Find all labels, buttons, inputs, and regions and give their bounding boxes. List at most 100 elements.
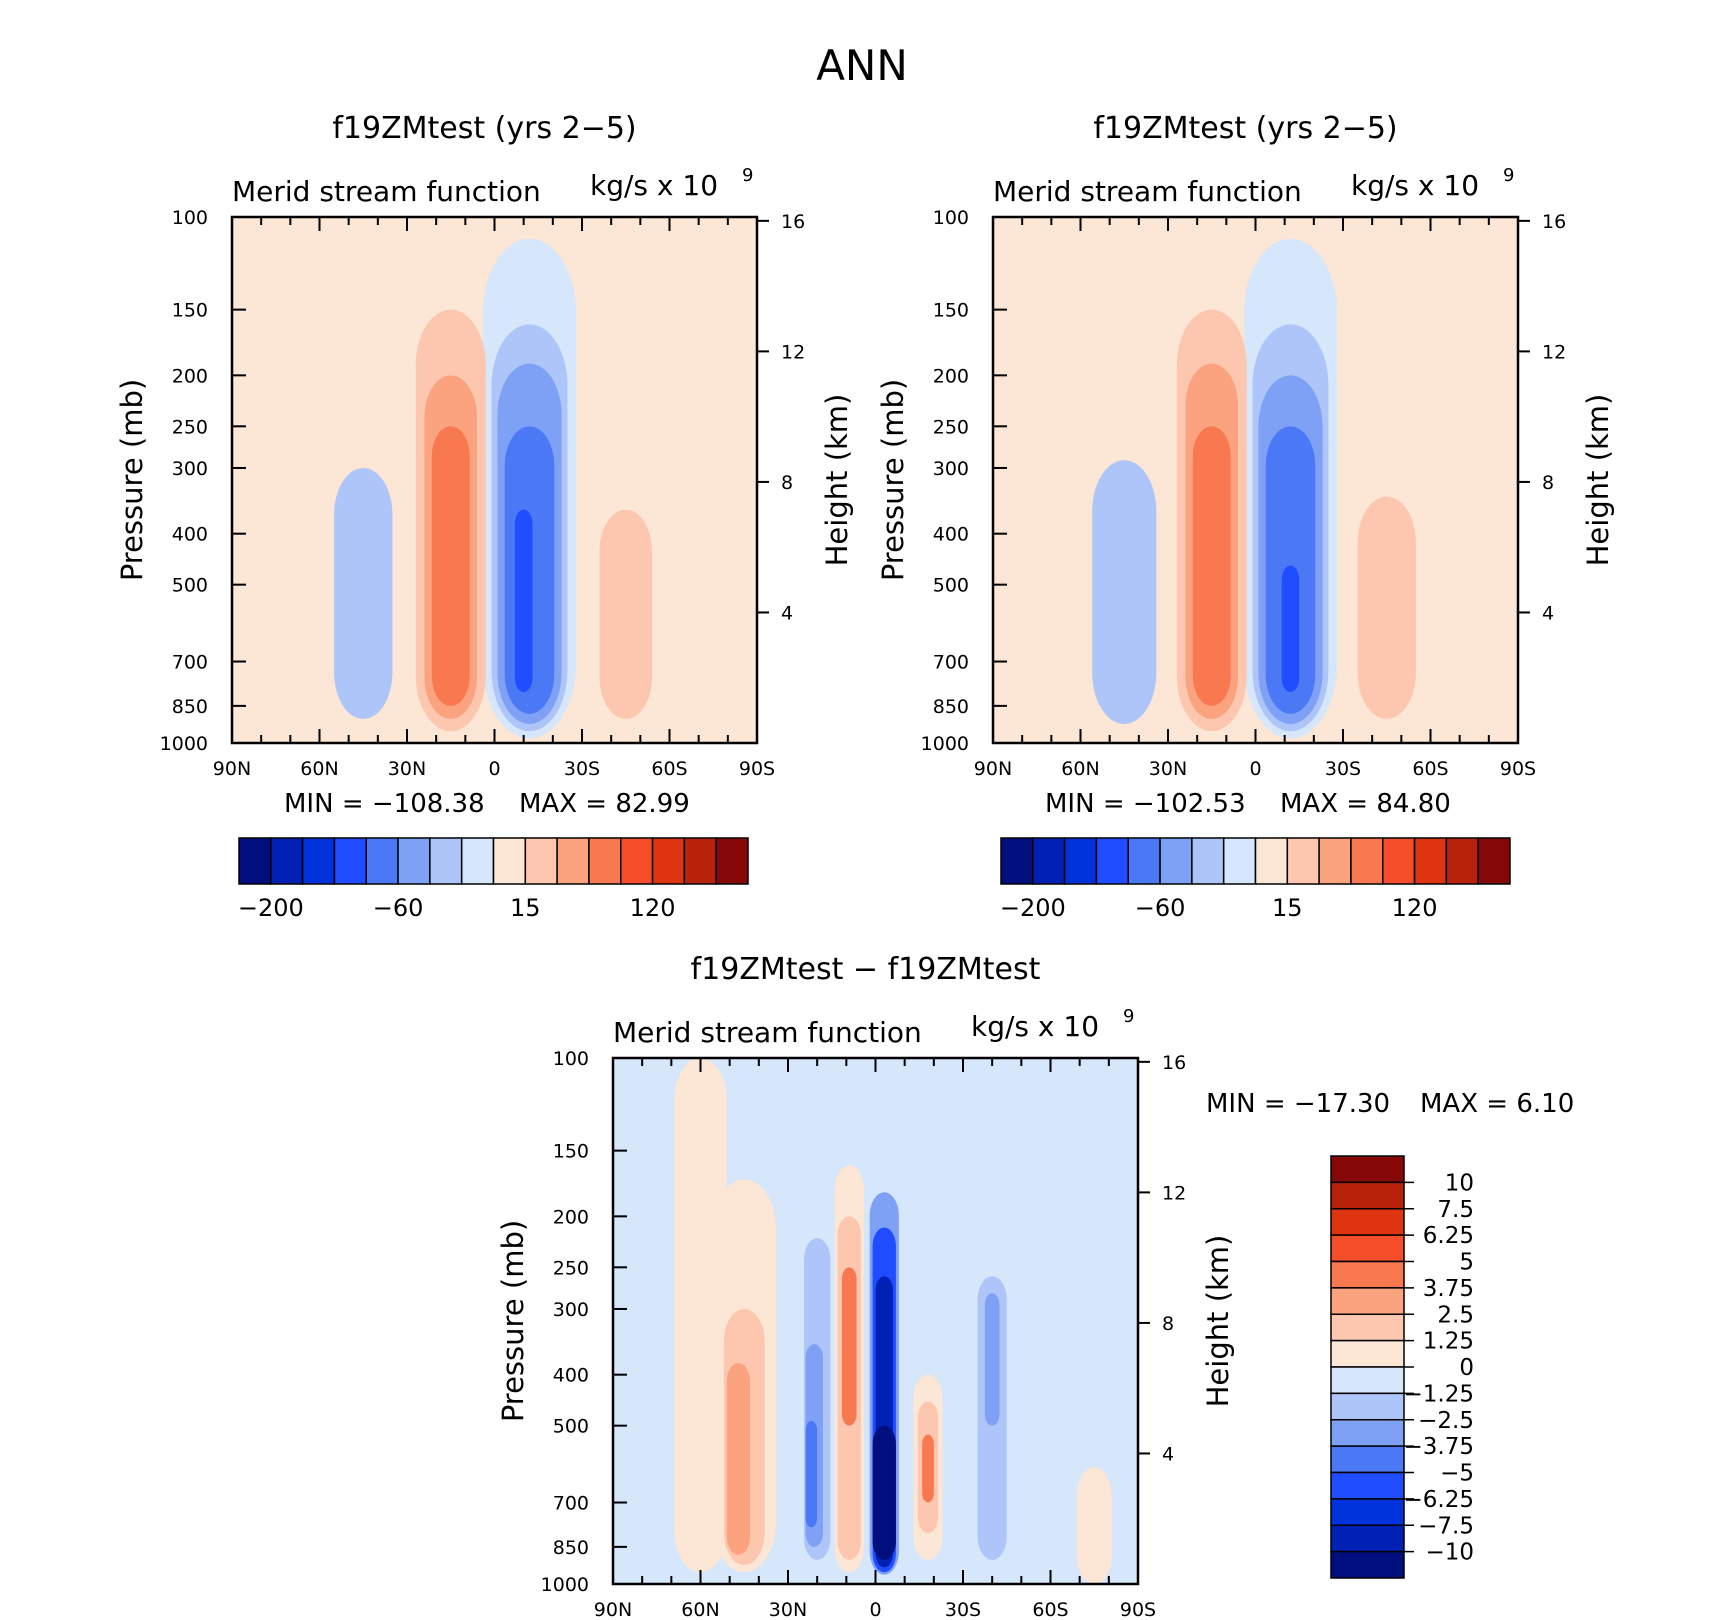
y-tick-label: 300 (553, 1299, 589, 1321)
colorbar-swatch (1350, 837, 1384, 885)
colorbar-swatch (270, 837, 304, 885)
y-tick-label: 150 (933, 300, 969, 322)
colorbar-swatch (1413, 837, 1448, 885)
chart-panel-2: 100150200250300400500700850100016128490N… (876, 111, 1615, 922)
colorbar-swatch (1330, 1392, 1405, 1421)
colorbar-swatch (1330, 1445, 1405, 1474)
colorbar: −200 −60 15 120 (238, 837, 749, 922)
colorbar-swatch (1330, 1524, 1405, 1553)
colorbar-label: 120 (630, 894, 676, 922)
x-tick-label: 90S (1500, 758, 1536, 780)
contour-cell-11 (514, 509, 533, 693)
units-label: kg/s x 10 (971, 1010, 1099, 1043)
colorbar-label: 120 (1392, 894, 1438, 922)
colorbar-label: 15 (510, 894, 541, 922)
y-right-tick-label: 4 (781, 602, 793, 624)
y-axis-label: Pressure (mb) (496, 1220, 530, 1422)
field-label: Merid stream function (232, 175, 541, 208)
colorbar-swatch (1222, 837, 1257, 885)
y-right-tick-label: 16 (1542, 211, 1566, 233)
colorbar-swatch (301, 837, 336, 885)
y-axis-right-label: Height (km) (1201, 1235, 1235, 1408)
units-exponent: 9 (742, 165, 753, 186)
colorbar-swatch (1330, 1234, 1405, 1263)
x-tick-label: 30N (388, 758, 426, 780)
contour-cell-3 (1092, 460, 1157, 724)
colorbar-swatch (1477, 837, 1511, 885)
colorbar-label: 2.5 (1437, 1302, 1474, 1328)
panel-title: f19ZMtest − f19ZMtest (691, 952, 1041, 987)
x-tick-label: 30N (1149, 758, 1187, 780)
colorbar-swatch (1445, 837, 1479, 885)
units-label: kg/s x 10 (1351, 169, 1479, 202)
x-tick-label: 90S (1120, 1599, 1156, 1620)
colorbar-swatch (1330, 1208, 1405, 1236)
y-tick-label: 700 (172, 652, 208, 674)
y-tick-label: 150 (553, 1141, 589, 1163)
y-right-tick-label: 8 (781, 472, 793, 494)
y-tick-label: 400 (553, 1365, 589, 1387)
colorbar-label: 10 (1445, 1170, 1474, 1196)
y-tick-label: 400 (933, 524, 969, 546)
colorbar-label: −1.25 (1404, 1381, 1474, 1407)
colorbar-swatch (460, 837, 495, 885)
y-tick-label: 250 (933, 416, 969, 438)
contour-cell-8 (1076, 1467, 1112, 1584)
x-tick-label: 60N (1061, 758, 1099, 780)
colorbar-swatch (620, 837, 654, 885)
contour-cell-11 (1281, 565, 1300, 693)
colorbar-swatch (1330, 1498, 1405, 1526)
contour-cell-23 (872, 1425, 896, 1560)
colorbar-swatch (429, 837, 463, 885)
colorbar-swatch (1318, 837, 1352, 885)
y-tick-label: 850 (933, 696, 969, 718)
y-right-tick-label: 12 (1162, 1182, 1186, 1204)
y-tick-label: 250 (553, 1257, 589, 1279)
colorbar-label: −5 (1440, 1461, 1474, 1487)
units-label: kg/s x 10 (590, 169, 718, 202)
colorbar: 107.56.2553.752.51.250−1.25−2.5−3.75−5−6… (1330, 1155, 1474, 1579)
x-tick-label: 0 (869, 1599, 881, 1620)
contour-cell-19 (841, 1267, 857, 1426)
x-tick-label: 60S (1032, 1599, 1068, 1620)
x-tick-label: 60S (1412, 758, 1448, 780)
y-tick-label: 200 (553, 1206, 589, 1228)
colorbar-swatch (1330, 1260, 1405, 1289)
x-tick-label: 60N (300, 758, 338, 780)
colorbar-swatch (715, 837, 749, 885)
colorbar-label: 1.25 (1423, 1329, 1474, 1355)
y-tick-label: 1000 (921, 733, 969, 755)
colorbar-swatch (1063, 837, 1098, 885)
field-label: Merid stream function (993, 175, 1302, 208)
x-tick-label: 90N (213, 758, 251, 780)
field-label: Merid stream function (613, 1016, 922, 1049)
colorbar-swatch (1000, 837, 1034, 885)
colorbar-swatch (1254, 837, 1289, 885)
colorbar-swatch (1330, 1181, 1405, 1210)
x-tick-label: 30S (1325, 758, 1361, 780)
colorbar-label: −60 (373, 894, 424, 922)
colorbar-swatch (1330, 1366, 1405, 1395)
contour-cell-9 (1192, 426, 1231, 706)
colorbar-swatch (556, 837, 590, 885)
units-exponent: 9 (1123, 1006, 1134, 1027)
colorbar-swatch (1095, 837, 1129, 885)
units-exponent: 9 (1503, 165, 1514, 186)
y-right-tick-label: 8 (1162, 1313, 1174, 1335)
y-tick-label: 850 (172, 696, 208, 718)
plot-area (993, 217, 1518, 743)
y-right-tick-label: 16 (781, 211, 805, 233)
colorbar-swatch (1191, 837, 1225, 885)
y-tick-label: 150 (172, 300, 208, 322)
y-axis-label: Pressure (mb) (115, 379, 149, 581)
colorbar-label: −200 (1000, 894, 1066, 922)
contour-cell-17 (984, 1293, 1000, 1426)
colorbar-label: −3.75 (1404, 1434, 1474, 1460)
y-tick-label: 100 (172, 207, 208, 229)
y-tick-label: 700 (933, 652, 969, 674)
contour-cell-14 (726, 1362, 751, 1555)
colorbar: −200 −60 15 120 (1000, 837, 1511, 922)
contour-cell-9 (431, 426, 470, 706)
colorbar-swatch (1330, 1550, 1405, 1579)
x-tick-label: 60N (681, 1599, 719, 1620)
